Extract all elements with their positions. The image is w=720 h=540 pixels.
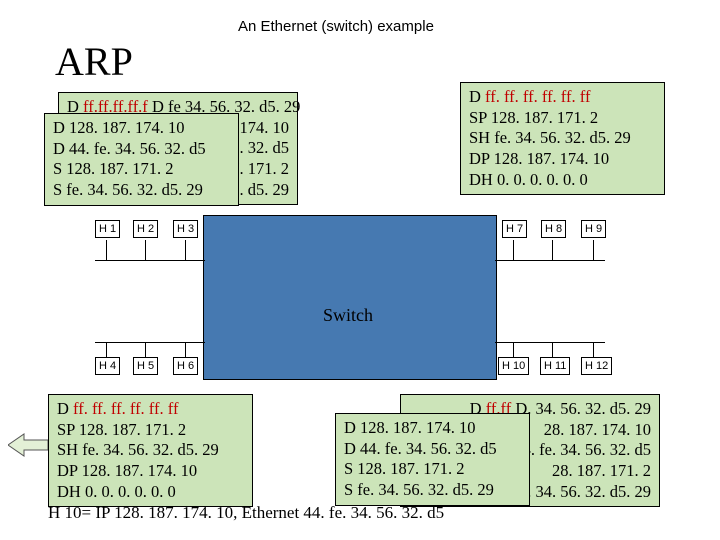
footer-text: H 10= IP 128. 187. 174. 10, Ethernet 44.… (48, 503, 444, 523)
wire (106, 342, 107, 357)
wire (106, 240, 107, 260)
arp-heading: ARP (55, 38, 133, 85)
host-h3: H 3 (173, 220, 198, 238)
wire (185, 240, 186, 260)
arrow-icon (8, 432, 48, 458)
wire (593, 342, 594, 357)
switch-label: Switch (323, 305, 373, 326)
switch-block (203, 215, 497, 380)
wire (552, 240, 553, 260)
wire (95, 342, 205, 343)
wire (495, 342, 605, 343)
host-h4: H 4 (95, 357, 120, 375)
host-h5: H 5 (133, 357, 158, 375)
host-h1: H 1 (95, 220, 120, 238)
wire (593, 240, 594, 260)
wire (513, 342, 514, 357)
host-h9: H 9 (581, 220, 606, 238)
host-h10: H 10 (498, 357, 529, 375)
wire (495, 260, 605, 261)
host-h11: H 11 (540, 357, 570, 375)
wire (95, 260, 205, 261)
wire (552, 342, 553, 357)
wire (185, 342, 186, 357)
host-h2: H 2 (133, 220, 158, 238)
wire (145, 240, 146, 260)
wire (513, 240, 514, 260)
packet-top-right: D ff. ff. ff. ff. ff. ff SP 128. 187. 17… (460, 82, 665, 195)
host-h12: H 12 (581, 357, 612, 375)
packet-top-left-front: D 128. 187. 174. 10 D 44. fe. 34. 56. 32… (44, 113, 239, 206)
packet-bottom-right-front: D 128. 187. 174. 10 D 44. fe. 34. 56. 32… (335, 413, 530, 506)
host-h7: H 7 (502, 220, 527, 238)
wire (145, 342, 146, 357)
host-h8: H 8 (541, 220, 566, 238)
page-title: An Ethernet (switch) example (238, 18, 434, 35)
host-h6: H 6 (173, 357, 198, 375)
packet-bottom-left: D ff. ff. ff. ff. ff. ff SP 128. 187. 17… (48, 394, 253, 507)
